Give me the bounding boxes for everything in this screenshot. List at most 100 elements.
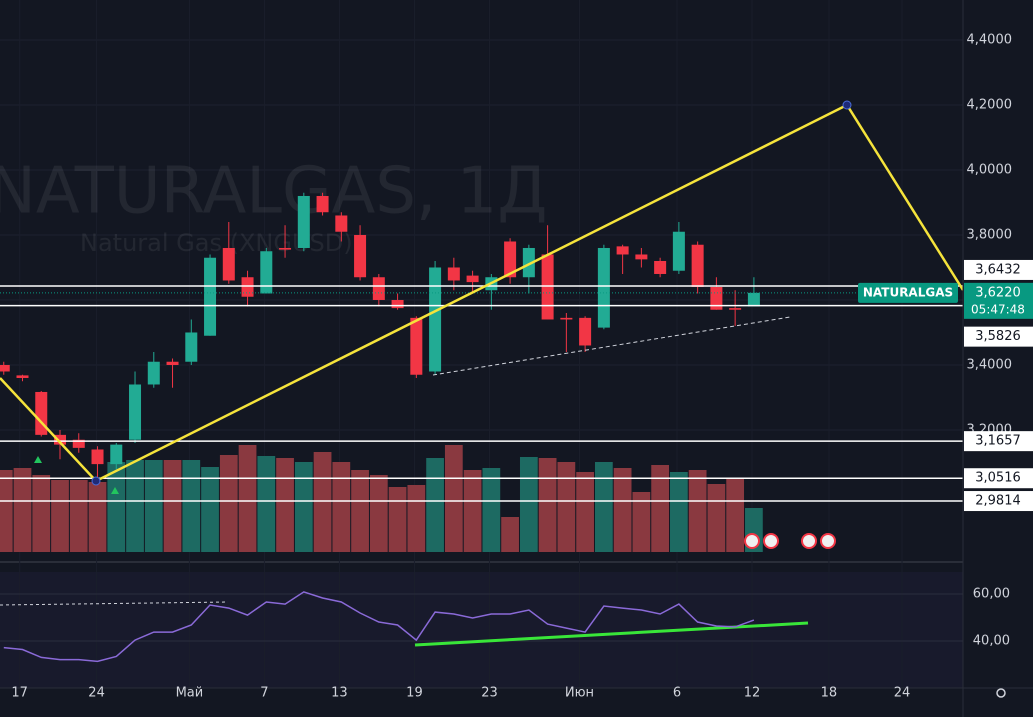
candle-body (260, 251, 273, 294)
volume-bar (51, 480, 69, 552)
volume-bar (294, 462, 313, 552)
level-label-box (964, 491, 1033, 512)
candle-body (129, 384, 142, 440)
volume-bar (69, 480, 88, 552)
level-label-box (964, 468, 1033, 489)
candle-body (410, 317, 423, 375)
rsi-tick-label: 60,00 (973, 586, 1010, 601)
volume-bar (88, 482, 107, 552)
candle-body (166, 361, 179, 365)
volume-bar (426, 458, 444, 552)
volume-bar (501, 517, 519, 552)
candle-body (541, 254, 554, 320)
event-icons[interactable] (744, 533, 836, 549)
candle-body (222, 247, 235, 281)
volume-bar (126, 460, 144, 552)
candle-body (204, 257, 217, 336)
y-tick-label: 4,2000 (967, 97, 1013, 112)
volume-bar (182, 460, 201, 552)
x-tick-label: 7 (260, 686, 268, 701)
trend-line (432, 316, 791, 376)
volume-bar (557, 462, 576, 552)
level-label-box (964, 259, 1033, 280)
x-tick-label: 12 (744, 686, 761, 701)
volume-bar (576, 472, 594, 552)
volume-bar (388, 487, 407, 552)
level-label: 3,5826 (975, 329, 1021, 344)
volume-bar (670, 472, 688, 552)
signal-marker (34, 456, 42, 463)
symbol-label: NATURALGAS (863, 285, 953, 299)
candle-body (16, 375, 29, 378)
volume-bar (313, 452, 332, 552)
volume-bar (351, 470, 369, 552)
candle-body (635, 254, 648, 260)
volume-bar (632, 492, 651, 552)
candle-body (54, 434, 67, 445)
level-label-box (964, 431, 1033, 452)
x-tick-label: 17 (11, 686, 28, 701)
countdown-label: 05:47:48 (971, 302, 1025, 316)
candle-body (597, 247, 610, 328)
level-label: 3,1657 (975, 434, 1021, 449)
anchor-point[interactable] (842, 100, 852, 110)
candle-body (391, 299, 404, 309)
volume-bar (107, 462, 126, 552)
level-label: 2,9814 (975, 494, 1021, 509)
volume-bar (257, 456, 276, 552)
candle-body (747, 292, 760, 307)
candle-body (279, 247, 292, 250)
candle-body (691, 244, 704, 287)
candle-body (672, 231, 685, 271)
x-tick-label: 19 (406, 686, 423, 701)
candle-body (0, 364, 10, 372)
y-tick-label: 4,0000 (967, 162, 1013, 177)
volume-bar (726, 478, 745, 552)
signal-marker (111, 487, 119, 494)
volume-bar (519, 457, 538, 552)
candle-body (579, 317, 592, 346)
settings-button[interactable] (996, 688, 1006, 698)
candle-body (729, 308, 742, 310)
volume-bar (13, 468, 32, 552)
candle-body (72, 439, 85, 448)
rsi-line (3, 591, 755, 663)
volume-bar (201, 467, 219, 552)
x-tick-label: 24 (88, 686, 105, 701)
watermark-title: NATURALGAS, 1Д (0, 155, 547, 229)
drawings (0, 100, 965, 647)
candle-body (185, 332, 198, 362)
level-label-box (964, 326, 1033, 347)
candle-body (316, 195, 329, 213)
x-tick-label: Июн (565, 686, 594, 701)
level-label: 3,0516 (975, 471, 1021, 486)
volume-bar (219, 455, 238, 552)
candle-body (466, 275, 479, 283)
rsi-ma-line (0, 601, 229, 606)
volume-bar (707, 484, 726, 552)
candle-body (110, 444, 123, 465)
x-tick-label: 13 (331, 686, 348, 701)
candle-body (147, 361, 160, 385)
volume-bar (0, 470, 13, 552)
x-tick-label: 18 (821, 686, 838, 701)
candle-body (335, 215, 348, 232)
candle-body (710, 286, 723, 310)
volume-bar (276, 458, 294, 552)
anchor-point[interactable] (91, 476, 101, 486)
x-tick-label: 6 (673, 686, 681, 701)
volume-bar (613, 468, 632, 552)
volume-bar (407, 485, 426, 552)
x-tick-label: 24 (894, 686, 911, 701)
volume-bar (444, 445, 463, 552)
symbol-label-box (858, 282, 958, 303)
candle-body (372, 277, 385, 300)
volume-bar (482, 468, 501, 552)
candle-body (560, 317, 573, 320)
x-tick-label: Май (176, 686, 204, 701)
candle-body (91, 449, 104, 465)
volume-bar (332, 462, 351, 552)
volume-bar (369, 475, 388, 552)
